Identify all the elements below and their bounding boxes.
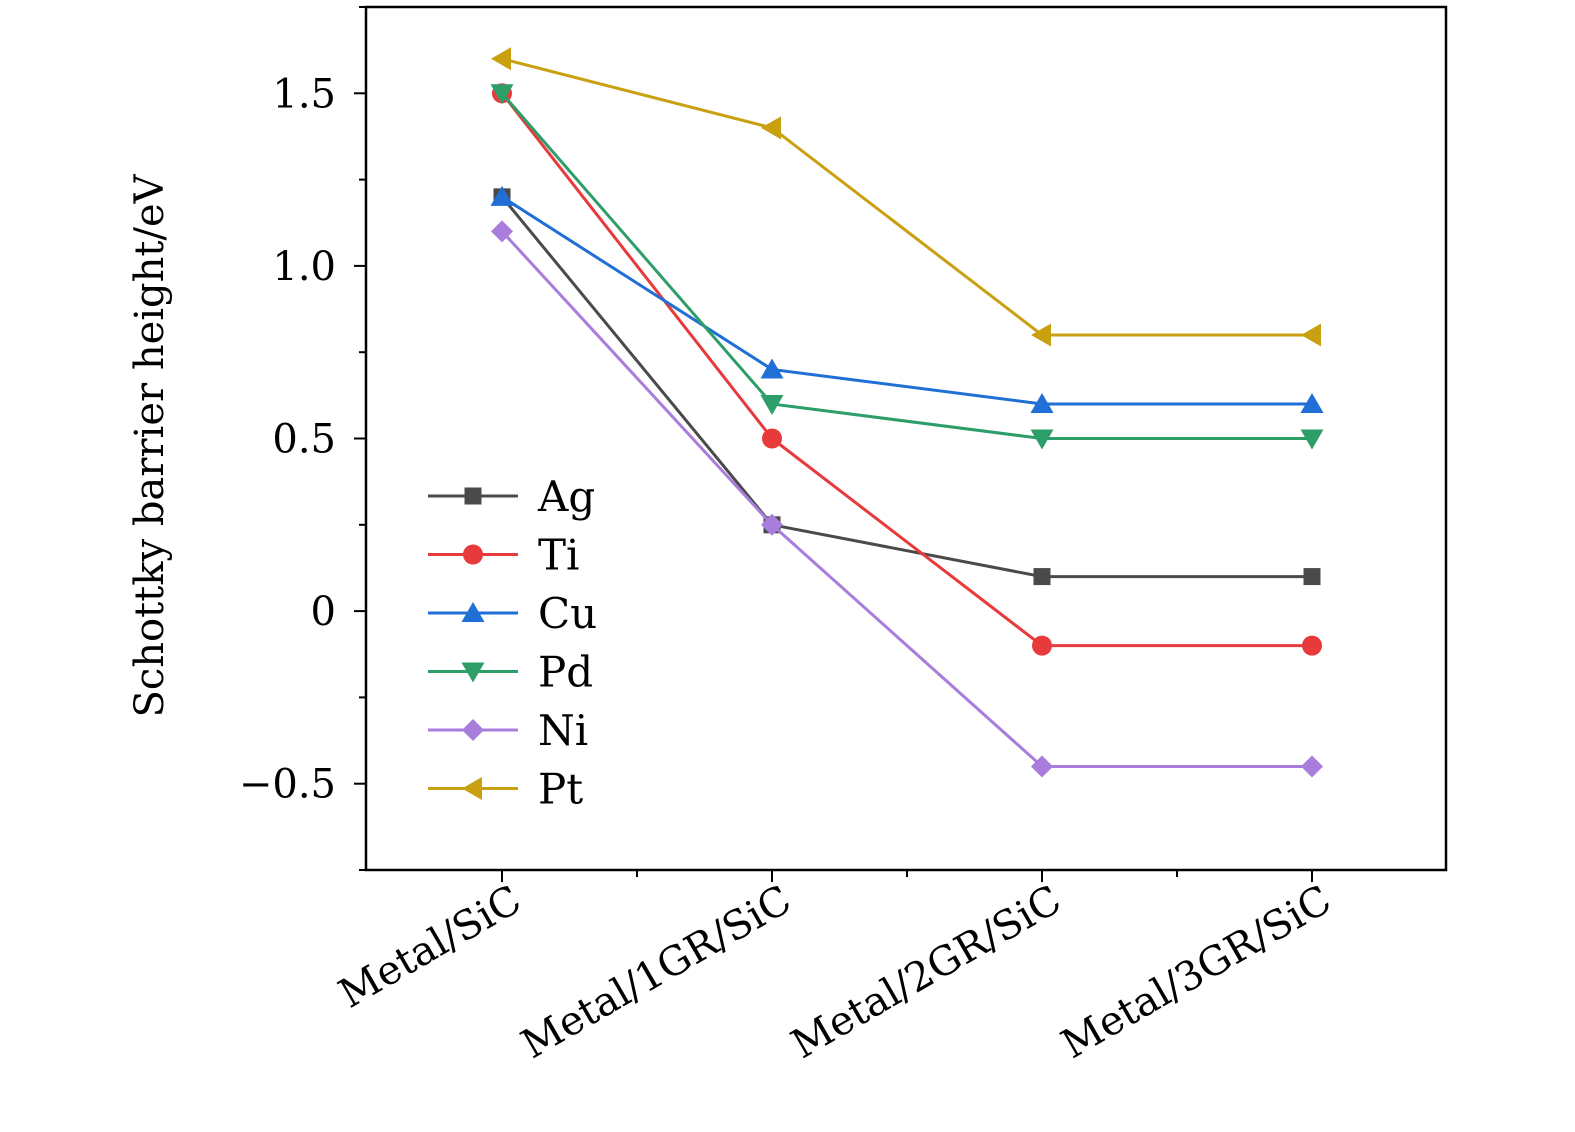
legend-label-ti: Ti bbox=[538, 531, 579, 580]
y-tick-label: 1.5 bbox=[272, 71, 336, 117]
data-point-ni bbox=[491, 220, 513, 243]
legend-item-ti: Ti bbox=[428, 531, 579, 580]
series-ni bbox=[491, 220, 1323, 778]
data-point-cu bbox=[760, 358, 784, 379]
series-line-ag bbox=[500, 195, 1312, 579]
series-layer bbox=[490, 47, 1324, 778]
series-line-pd bbox=[500, 92, 1312, 440]
series-line-ni bbox=[500, 230, 1312, 768]
data-point-pd bbox=[1030, 429, 1054, 450]
x-tick-label: Metal/1GR/SiC bbox=[514, 877, 799, 1068]
data-point-pd bbox=[1300, 429, 1324, 450]
data-point-pt bbox=[491, 47, 511, 71]
data-point-ag bbox=[1303, 568, 1321, 586]
legend-marker-pd bbox=[461, 662, 485, 683]
legend-item-cu: Cu bbox=[428, 589, 597, 638]
data-point-cu bbox=[490, 185, 514, 206]
legend-item-ag: Ag bbox=[428, 472, 595, 521]
y-tick-label: −0.5 bbox=[239, 762, 336, 808]
y-tick-label: 0 bbox=[311, 589, 336, 635]
data-point-cu bbox=[1030, 392, 1054, 413]
x-tick-label: Metal/2GR/SiC bbox=[784, 877, 1069, 1068]
y-tick-label: 0.5 bbox=[272, 417, 336, 463]
legend-marker-pt bbox=[462, 777, 482, 800]
legend-label-ag: Ag bbox=[537, 472, 595, 521]
data-point-ni bbox=[1031, 755, 1053, 778]
legend-label-pd: Pd bbox=[538, 648, 593, 697]
series-line-pt bbox=[501, 57, 1312, 337]
data-point-ni bbox=[761, 513, 783, 536]
legend-label-pt: Pt bbox=[538, 765, 583, 814]
series-cu bbox=[490, 185, 1324, 413]
data-point-pd bbox=[760, 394, 784, 415]
x-tick-label: Metal/SiC bbox=[331, 877, 529, 1018]
data-point-pt bbox=[761, 116, 781, 140]
legend-item-ni: Ni bbox=[428, 706, 588, 755]
series-line-ti bbox=[500, 92, 1312, 648]
legend-marker-cu bbox=[461, 602, 485, 622]
data-point-ag bbox=[1033, 568, 1051, 586]
data-point-pt bbox=[1031, 323, 1051, 347]
data-point-ti bbox=[762, 428, 782, 449]
data-point-ti bbox=[1032, 635, 1052, 656]
data-point-ni bbox=[1301, 755, 1323, 778]
y-tick-label: 1.0 bbox=[272, 244, 336, 290]
legend: Ag Ti Cu Pd Ni Pt bbox=[428, 472, 597, 814]
y-axis-title: Schottky barrier height/eV bbox=[127, 173, 173, 717]
data-point-pd bbox=[490, 84, 514, 105]
series-line-cu bbox=[501, 195, 1312, 406]
x-tick-label: Metal/3GR/SiC bbox=[1054, 877, 1339, 1068]
data-point-ti bbox=[1302, 635, 1322, 656]
legend-marker-ni bbox=[462, 719, 484, 741]
y-axis-ticks: −0.5 0 0.5 1.0 1.5 bbox=[239, 6, 366, 871]
legend-label-ni: Ni bbox=[538, 706, 588, 755]
data-point-cu bbox=[1300, 392, 1324, 413]
legend-marker-ag bbox=[464, 487, 482, 505]
legend-marker-ti bbox=[463, 544, 483, 565]
legend-item-pt: Pt bbox=[428, 765, 583, 814]
legend-item-pd: Pd bbox=[428, 648, 593, 697]
legend-label-cu: Cu bbox=[538, 589, 597, 638]
series-pd bbox=[490, 84, 1324, 450]
data-point-pt bbox=[1301, 323, 1321, 347]
x-axis-ticks: Metal/SiCMetal/1GR/SiCMetal/2GR/SiCMetal… bbox=[331, 870, 1339, 1068]
series-ti bbox=[492, 83, 1322, 656]
series-pt bbox=[491, 47, 1321, 347]
